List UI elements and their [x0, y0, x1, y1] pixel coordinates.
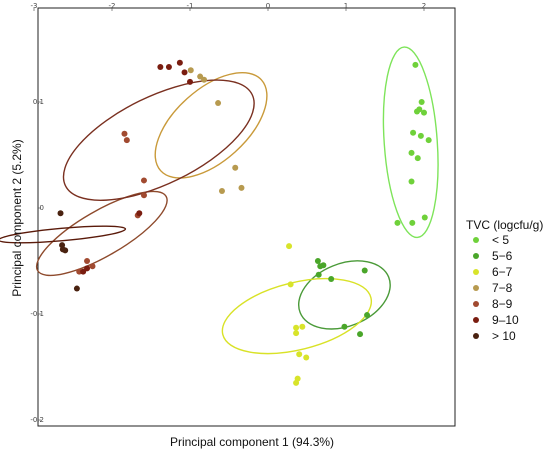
legend-label: 7−8: [492, 281, 513, 295]
data-point: [215, 100, 222, 107]
data-point: [410, 129, 417, 136]
data-point: [421, 214, 428, 221]
data-point: [328, 276, 335, 283]
legend: TVC (logcfu/g) < 5 5−6 6−7 7−8 8−9 9–10 > 10: [466, 218, 543, 343]
data-point: [187, 78, 193, 85]
data-points: [57, 59, 432, 386]
y-axis-ticks: 0.10-0.1-0.2: [30, 98, 44, 424]
data-point: [357, 331, 364, 338]
data-point: [286, 243, 293, 250]
ellipse-< 5: [382, 46, 439, 239]
data-point: [232, 164, 239, 171]
data-point: [89, 263, 96, 270]
ellipse-> 10: [0, 225, 127, 244]
data-point: [176, 59, 183, 66]
data-point: [296, 351, 303, 358]
data-point: [293, 379, 300, 386]
ellipse-6−7: [221, 278, 373, 355]
data-point: [121, 130, 128, 137]
data-point: [293, 324, 300, 331]
data-point: [394, 219, 401, 226]
data-point: [408, 178, 415, 185]
data-point: [57, 210, 64, 217]
data-point: [409, 219, 416, 226]
data-point: [165, 64, 172, 71]
data-point: [303, 354, 310, 361]
x-tick-label: 0: [266, 2, 270, 10]
legend-swatch: [473, 317, 479, 323]
x-tick-label: -2: [109, 2, 116, 10]
data-point: [421, 109, 427, 116]
data-point: [140, 177, 147, 184]
y-axis-label: Principal component 2 (5.2%): [10, 139, 24, 296]
data-point: [299, 323, 306, 330]
legend-label: 8−9: [492, 297, 513, 311]
data-point: [140, 192, 147, 199]
data-point: [238, 184, 245, 191]
data-point: [320, 262, 327, 269]
data-point: [181, 69, 188, 76]
ellipse-8−9: [35, 190, 168, 277]
legend-swatch: [473, 237, 479, 243]
y-tick-label: 0: [40, 204, 44, 212]
data-point: [201, 76, 208, 83]
data-point: [417, 132, 424, 139]
data-point: [84, 258, 91, 264]
ellipse-7−8: [154, 71, 268, 179]
data-point: [341, 323, 348, 330]
data-point: [73, 285, 80, 292]
data-point: [123, 137, 130, 144]
data-point: [412, 61, 419, 68]
confidence-ellipses: [0, 46, 439, 355]
data-point: [218, 188, 225, 195]
legend-swatch: [473, 333, 479, 339]
x-tick-label: -3: [31, 2, 38, 10]
data-point: [136, 210, 143, 217]
ellipse-5−6: [297, 260, 391, 330]
x-axis-label: Principal component 1 (94.3%): [170, 435, 334, 449]
plot-border: [37, 7, 456, 427]
data-point: [361, 267, 368, 274]
x-tick-label: -1: [187, 2, 194, 10]
data-point: [408, 149, 415, 156]
data-point: [287, 281, 294, 288]
data-point: [187, 67, 194, 74]
legend-swatch: [473, 269, 479, 275]
ellipse-9–10: [62, 79, 255, 201]
data-point: [314, 258, 321, 264]
legend-label: 5−6: [492, 249, 513, 263]
data-point: [416, 106, 423, 113]
legend-label: 9–10: [492, 313, 519, 327]
data-point: [418, 99, 425, 105]
legend-swatch: [473, 301, 479, 307]
data-point: [157, 64, 164, 71]
data-point: [80, 268, 87, 275]
y-tick-label: -0.1: [30, 310, 44, 318]
data-point: [414, 155, 421, 162]
data-point: [364, 312, 371, 319]
y-tick-label: -0.2: [30, 416, 44, 424]
legend-label: 6−7: [492, 265, 513, 279]
legend-swatch: [473, 285, 479, 291]
legend-label: < 5: [492, 233, 509, 247]
legend-title: TVC (logcfu/g): [466, 218, 543, 232]
x-tick-label: 2: [422, 2, 426, 10]
data-point: [315, 271, 322, 278]
legend-swatch: [473, 253, 479, 259]
data-point: [62, 247, 69, 254]
data-point: [293, 330, 300, 337]
data-point: [425, 137, 432, 144]
x-tick-label: 1: [344, 2, 348, 10]
x-axis-ticks: -3 -2 -1 0 1 2: [31, 2, 426, 11]
legend-label: > 10: [492, 329, 516, 343]
